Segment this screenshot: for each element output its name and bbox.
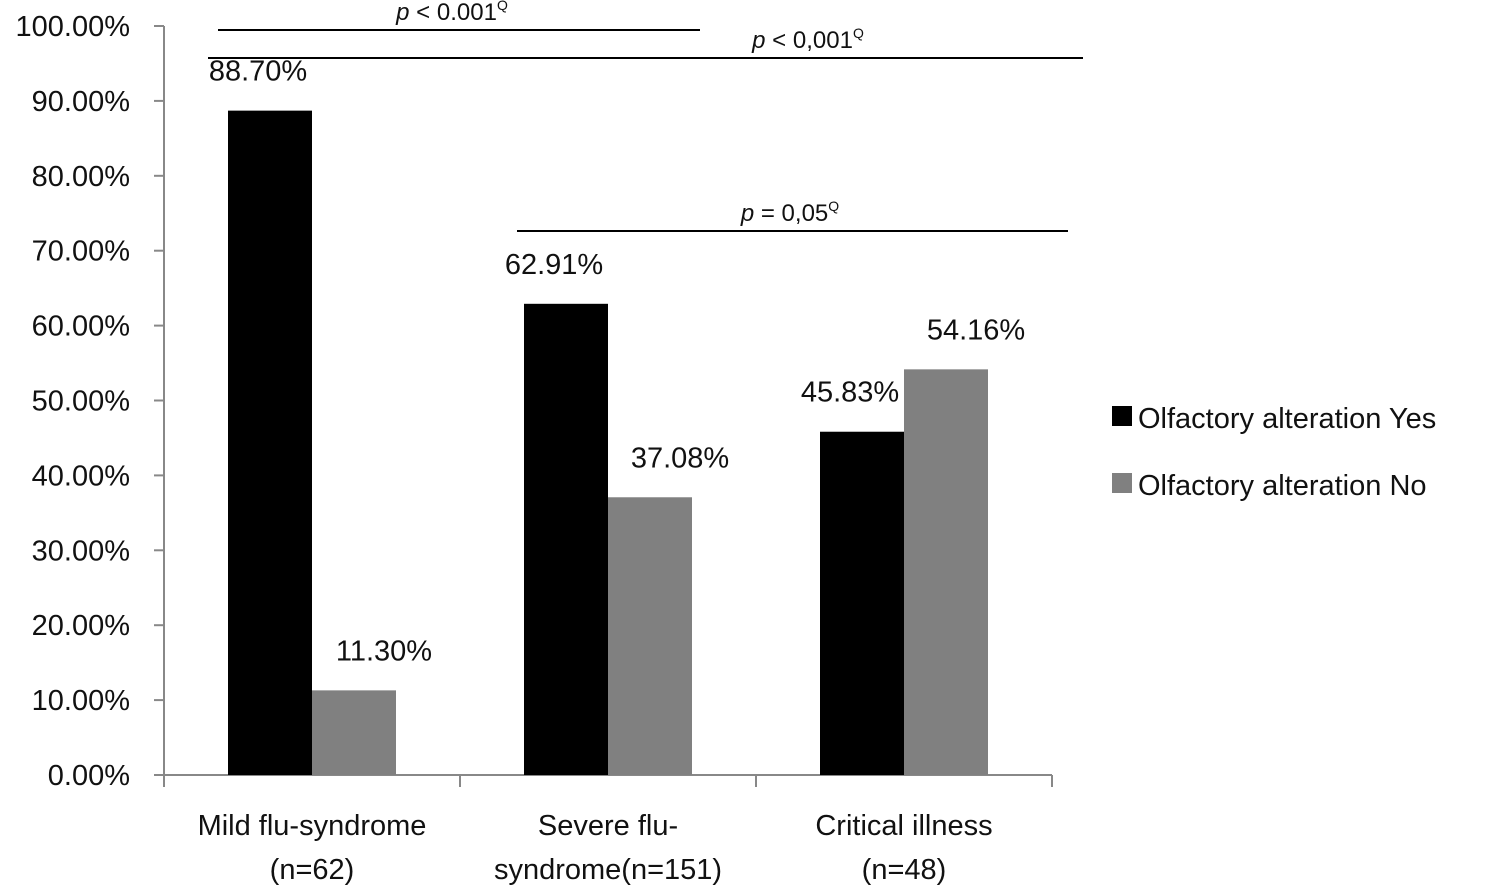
legend-label: Olfactory alteration No xyxy=(1138,470,1427,502)
x-category-label: syndrome(n=151) xyxy=(494,854,722,886)
y-tick-label: 20.00% xyxy=(32,610,130,642)
significance-brackets: p < 0.001Q p < 0,001Q p = 0,05Q xyxy=(208,0,1083,232)
significance-label: p < 0.001Q xyxy=(395,0,508,26)
y-tick-label: 90.00% xyxy=(32,86,130,118)
y-tick-label: 10.00% xyxy=(32,685,130,717)
bar xyxy=(228,110,312,775)
legend: Olfactory alteration Yes Olfactory altera… xyxy=(1112,403,1436,502)
x-category-label: Severe flu- xyxy=(538,810,678,842)
y-tick-label: 80.00% xyxy=(32,161,130,193)
axes: 0.00% 10.00% 20.00% 30.00% 40.00% 50.00% 60.00… xyxy=(16,11,1053,886)
significance-label: p < 0,001Q xyxy=(751,25,864,54)
data-label: 54.16% xyxy=(927,314,1025,346)
y-tick-label: 100.00% xyxy=(16,11,131,43)
x-category-label: (n=62) xyxy=(270,854,355,886)
y-tick-label: 60.00% xyxy=(32,311,130,343)
bar xyxy=(312,690,396,775)
legend-swatch xyxy=(1112,406,1132,426)
data-labels: 88.70% 62.91% 45.83% 11.30% 37.08% 54.16% xyxy=(209,56,1025,668)
x-category-label: Critical illness xyxy=(815,810,992,842)
legend-label: Olfactory alteration Yes xyxy=(1138,403,1436,435)
data-label: 45.83% xyxy=(801,377,899,409)
data-label: 37.08% xyxy=(631,442,729,474)
bar xyxy=(820,431,904,775)
bar xyxy=(524,303,608,775)
y-tick-label: 50.00% xyxy=(32,386,130,418)
y-tick-label: 30.00% xyxy=(32,535,130,567)
y-tick-label: 0.00% xyxy=(48,760,130,792)
bar xyxy=(608,497,692,775)
data-label: 88.70% xyxy=(209,56,307,88)
x-category-label: Mild flu-syndrome xyxy=(198,810,427,842)
data-label: 62.91% xyxy=(505,249,603,281)
bars xyxy=(228,110,988,775)
x-category-label: (n=48) xyxy=(862,854,947,886)
y-tick-label: 70.00% xyxy=(32,236,130,268)
y-tick-label: 40.00% xyxy=(32,460,130,492)
data-label: 11.30% xyxy=(336,635,432,667)
legend-swatch xyxy=(1112,473,1132,493)
significance-label: p = 0,05Q xyxy=(740,198,839,227)
bar xyxy=(904,369,988,775)
